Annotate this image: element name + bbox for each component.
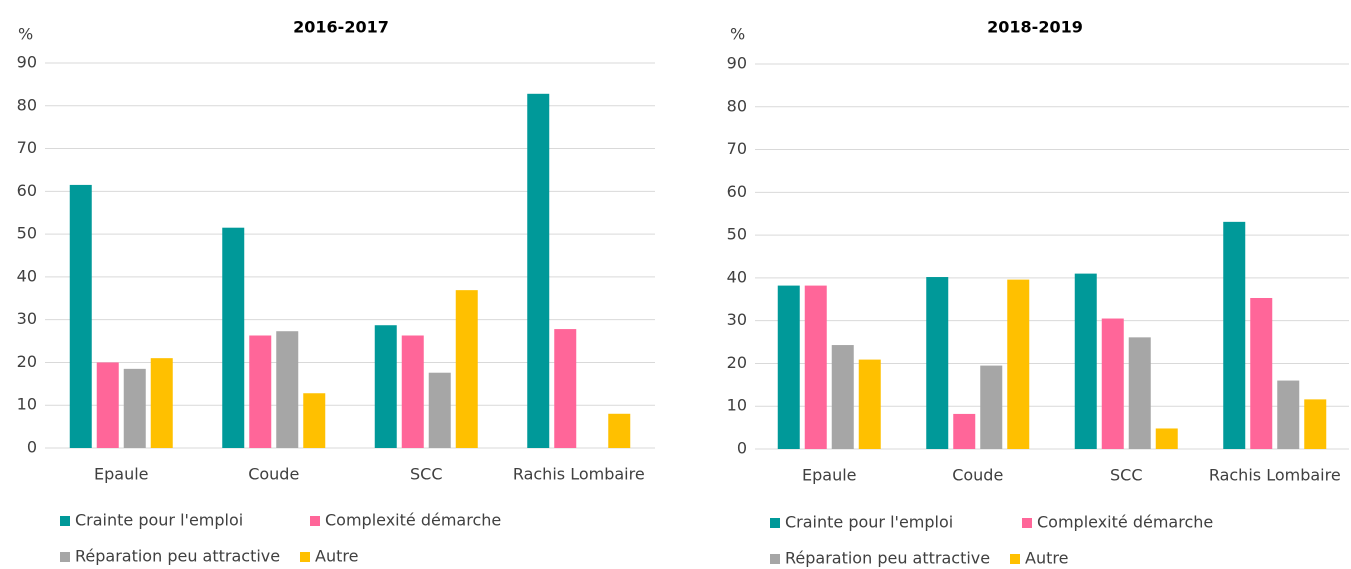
y-tick-label: 30 (17, 309, 37, 328)
x-tick-label: Coude (952, 466, 1003, 485)
bar (953, 413, 976, 449)
y-axis-label: % (730, 25, 745, 44)
y-tick-label: 50 (17, 224, 37, 243)
y-tick-label: 20 (17, 352, 37, 371)
x-tick-label: Epaule (94, 465, 149, 484)
bar (777, 285, 800, 449)
bar (276, 331, 299, 448)
x-tick-label: SCC (1110, 466, 1143, 485)
legend-label: Crainte pour l'emploi (785, 513, 953, 532)
y-tick-label: 90 (17, 53, 37, 72)
legend-swatch (1022, 518, 1032, 528)
legend-swatch (310, 516, 320, 526)
legend-label: Complexité démarche (325, 511, 501, 530)
y-tick-label: 80 (727, 96, 747, 115)
y-tick-label: 70 (17, 138, 37, 157)
x-tick-label: SCC (410, 465, 443, 484)
bar (1074, 273, 1097, 449)
legend-label: Complexité démarche (1037, 513, 1213, 532)
chart-title: 2018-2019 (987, 18, 1083, 37)
bar (1304, 399, 1327, 449)
legend-label: Crainte pour l'emploi (75, 511, 243, 530)
legend-label: Autre (1025, 549, 1068, 568)
legend-label: Réparation peu attractive (785, 549, 990, 568)
chart: 2016-2017% 0 10 20 30 40 50 60 70 80 90 Epaule Coude… (17, 18, 655, 566)
x-tick-label: Rachis Lombaire (513, 465, 645, 484)
x-tick-label: Coude (248, 465, 299, 484)
bar (608, 413, 631, 448)
bar (831, 345, 854, 449)
chart-title: 2016-2017 (293, 18, 389, 37)
bar (123, 368, 146, 448)
legend-label: Autre (315, 547, 358, 566)
y-tick-label: 60 (727, 182, 747, 201)
legend-label: Réparation peu attractive (75, 547, 280, 566)
bar (980, 365, 1003, 449)
x-tick-label: Rachis Lombaire (1209, 466, 1341, 485)
y-tick-label: 50 (727, 225, 747, 244)
y-tick-label: 10 (727, 396, 747, 415)
y-tick-label: 10 (17, 395, 37, 414)
bar (428, 372, 451, 448)
bar (150, 358, 173, 448)
y-tick-label: 70 (727, 139, 747, 158)
bar (69, 184, 92, 448)
bar (554, 329, 577, 448)
y-tick-label: 60 (17, 181, 37, 200)
bar (1128, 337, 1151, 449)
y-tick-label: 0 (27, 438, 37, 457)
legend-swatch (60, 552, 70, 562)
y-tick-label: 0 (737, 439, 747, 458)
legend-swatch (770, 518, 780, 528)
bar (926, 277, 949, 449)
bar (401, 335, 424, 448)
y-axis-label: % (18, 25, 33, 44)
y-tick-label: 80 (17, 95, 37, 114)
legend-swatch (300, 552, 310, 562)
y-tick-label: 40 (727, 267, 747, 286)
bar (1101, 318, 1124, 449)
bar (1223, 221, 1246, 449)
bar (527, 93, 550, 449)
y-tick-label: 40 (17, 266, 37, 285)
bar (96, 362, 119, 448)
bar (303, 393, 326, 448)
legend-swatch (770, 554, 780, 564)
y-tick-label: 90 (727, 54, 747, 73)
bar (1250, 297, 1273, 449)
bar (249, 335, 272, 448)
bar (1155, 428, 1178, 449)
chart: 2018-2019% 0 10 20 30 40 50 60 70 80 90 Epaule Coude… (727, 18, 1349, 568)
bar (804, 285, 827, 449)
bar (222, 227, 245, 448)
bar (374, 325, 397, 448)
legend-swatch (1010, 554, 1020, 564)
bar (1277, 380, 1300, 449)
y-tick-label: 30 (727, 310, 747, 329)
bar (455, 290, 478, 448)
bar (858, 359, 881, 449)
x-tick-label: Epaule (802, 466, 857, 485)
bar (1007, 279, 1030, 449)
legend-swatch (60, 516, 70, 526)
y-tick-label: 20 (727, 353, 747, 372)
